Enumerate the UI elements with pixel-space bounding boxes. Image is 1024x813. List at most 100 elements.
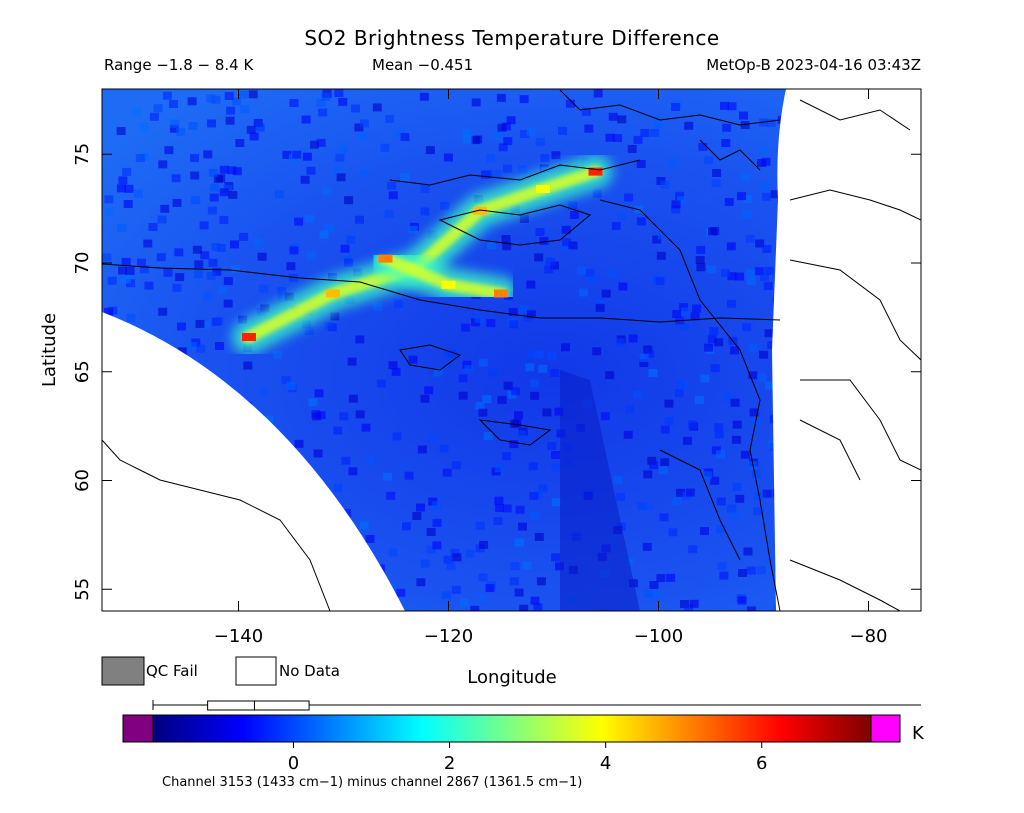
field-pixel xyxy=(568,201,578,210)
field-pixel xyxy=(316,99,326,107)
field-pixel xyxy=(746,566,756,575)
field-pixel xyxy=(658,466,668,475)
field-pixel xyxy=(443,153,453,162)
field-pixel xyxy=(643,590,653,599)
field-pixel xyxy=(408,225,418,234)
field-pixel xyxy=(613,134,623,143)
field-pixel xyxy=(257,252,267,261)
field-pixel xyxy=(316,138,326,147)
no-data-region-east xyxy=(772,89,921,611)
field-pixel xyxy=(627,145,637,153)
field-pixel xyxy=(441,591,451,600)
field-pixel xyxy=(361,423,371,432)
field-pixel xyxy=(536,577,546,586)
field-pixel xyxy=(193,270,203,279)
field-pixel xyxy=(402,522,411,531)
y-tick-label: 60 xyxy=(72,469,93,492)
field-pixel xyxy=(194,260,204,269)
field-pixel xyxy=(671,200,681,209)
field-pixel xyxy=(416,503,425,512)
field-pixel xyxy=(688,545,698,554)
field-pixel xyxy=(710,364,720,373)
field-pixel xyxy=(187,342,197,350)
field-pixel xyxy=(502,242,512,251)
field-pixel xyxy=(755,239,765,248)
field-pixel xyxy=(756,373,766,382)
field-pixel xyxy=(246,125,256,134)
field-pixel xyxy=(359,169,369,178)
field-pixel xyxy=(653,120,663,129)
field-pixel xyxy=(737,192,746,201)
field-pixel xyxy=(286,382,296,390)
field-pixel xyxy=(528,462,538,471)
field-pixel xyxy=(551,553,561,562)
field-pixel xyxy=(394,299,403,308)
field-pixel xyxy=(301,115,311,124)
field-pixel xyxy=(462,360,472,369)
field-pixel xyxy=(601,289,611,298)
field-pixel xyxy=(294,439,304,448)
field-pixel xyxy=(618,282,628,291)
field-pixel xyxy=(348,467,358,476)
plume-pixel xyxy=(588,167,603,176)
field-pixel xyxy=(502,504,512,513)
field-pixel xyxy=(659,513,669,522)
field-pixel xyxy=(195,319,205,328)
field-pixel xyxy=(284,292,294,301)
field-pixel xyxy=(190,154,199,163)
field-pixel xyxy=(688,420,698,429)
field-pixel xyxy=(230,265,240,274)
field-pixel xyxy=(274,190,284,199)
field-pixel xyxy=(519,604,529,611)
field-pixel xyxy=(264,415,274,424)
field-pixel xyxy=(208,258,218,267)
colorbar-underflow xyxy=(122,714,154,743)
field-pixel xyxy=(153,104,163,113)
field-pixel xyxy=(355,410,365,419)
field-pixel xyxy=(529,379,539,388)
field-pixel xyxy=(384,210,394,218)
plume-pixel xyxy=(242,333,256,341)
field-pixel xyxy=(762,245,772,253)
field-pixel xyxy=(684,603,694,611)
field-pixel xyxy=(692,304,702,313)
field-pixel xyxy=(170,119,180,128)
field-pixel xyxy=(727,272,737,281)
field-pixel xyxy=(447,349,457,358)
field-pixel xyxy=(534,532,544,541)
colorbar-tick-label: 6 xyxy=(756,753,767,774)
plume-pixel xyxy=(441,280,456,289)
field-pixel xyxy=(730,346,739,355)
field-pixel xyxy=(538,484,548,493)
field-pixel xyxy=(595,298,605,307)
field-pixel xyxy=(740,121,750,130)
coastlines xyxy=(102,89,921,611)
field-pixel xyxy=(483,170,493,179)
field-pixel xyxy=(426,528,436,536)
field-pixel xyxy=(579,288,588,297)
field-pixel xyxy=(306,166,316,175)
field-pixel xyxy=(238,315,248,324)
field-pixel xyxy=(723,393,733,402)
field-pixel xyxy=(551,151,561,160)
field-pixel xyxy=(679,303,689,312)
field-pixel xyxy=(169,124,179,133)
field-pixel xyxy=(123,200,133,208)
field-pixel xyxy=(727,299,736,308)
field-pixel xyxy=(235,139,245,147)
field-pixel xyxy=(347,357,357,366)
field-pixel xyxy=(534,253,544,262)
field-pixel xyxy=(324,321,334,330)
field-pixel xyxy=(643,470,653,479)
field-pixel xyxy=(920,166,921,175)
field-pixel xyxy=(203,150,213,159)
field-pixel xyxy=(716,525,726,533)
field-pixel xyxy=(188,122,198,130)
field-pixel xyxy=(766,118,776,127)
field-pixel xyxy=(294,217,304,226)
field-pixel xyxy=(351,104,360,113)
qc-fail-label: QC Fail xyxy=(146,662,198,680)
field-pixel xyxy=(493,132,503,141)
field-pixel xyxy=(674,389,684,398)
field-pixel xyxy=(176,127,186,136)
